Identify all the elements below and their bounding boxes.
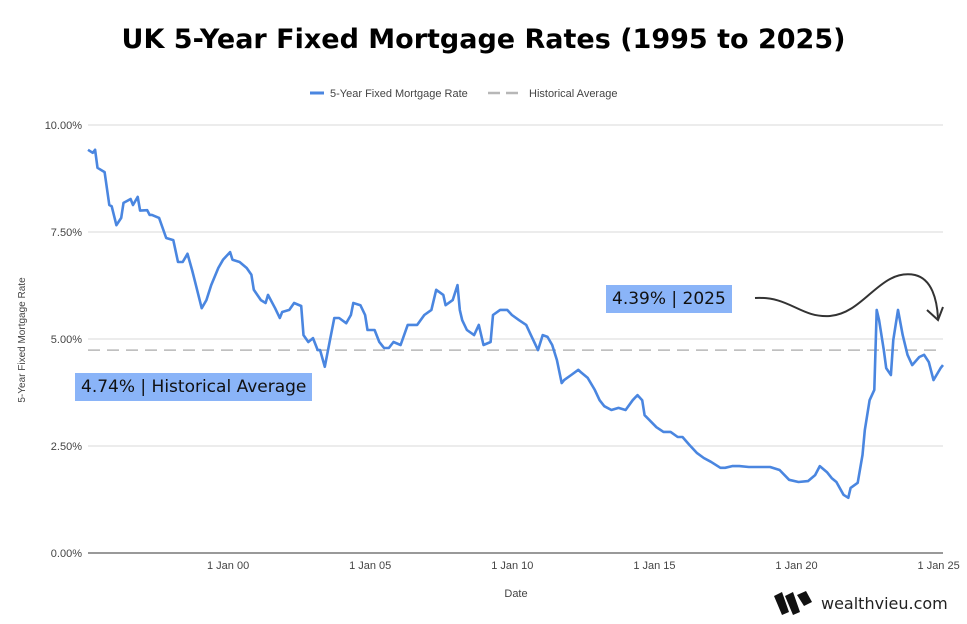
logo-text: wealthvieu.com — [821, 593, 948, 613]
rate-series-line — [87, 148, 945, 500]
chart-title: UK 5-Year Fixed Mortgage Rates (1995 to … — [121, 24, 846, 55]
x-tick-label: 1 Jan 20 — [775, 560, 817, 572]
arrow-head-icon — [926, 306, 944, 322]
y-tick-label: 2.50% — [51, 441, 82, 453]
x-axis-label: Date — [504, 588, 527, 600]
brand-logo: wealthvieu.com — [773, 590, 948, 616]
x-tick-label: 1 Jan 25 — [918, 560, 960, 572]
y-tick-label: 5.00% — [51, 334, 82, 346]
x-tick-label: 1 Jan 15 — [633, 560, 675, 572]
wealthvieu-logo-icon — [774, 591, 812, 615]
legend: 5-Year Fixed Mortgage Rate Historical Av… — [310, 88, 617, 100]
legend-label-rate: 5-Year Fixed Mortgage Rate — [330, 88, 468, 100]
legend-label-average: Historical Average — [529, 88, 617, 100]
y-axis-label: 5-Year Fixed Mortgage Rate — [17, 277, 28, 403]
y-tick-label: 10.00% — [45, 120, 83, 132]
annotation-arrow — [754, 273, 939, 319]
x-tick-label: 1 Jan 05 — [349, 560, 391, 572]
y-tick-label: 0.00% — [51, 548, 82, 560]
annotation-2025: 4.39% | 2025 — [606, 285, 732, 313]
y-tick-label: 7.50% — [51, 227, 82, 239]
x-tick-label: 1 Jan 00 — [207, 560, 249, 572]
x-tick-label: 1 Jan 10 — [491, 560, 533, 572]
annotation-historical-average: 4.74% | Historical Average — [75, 373, 313, 401]
